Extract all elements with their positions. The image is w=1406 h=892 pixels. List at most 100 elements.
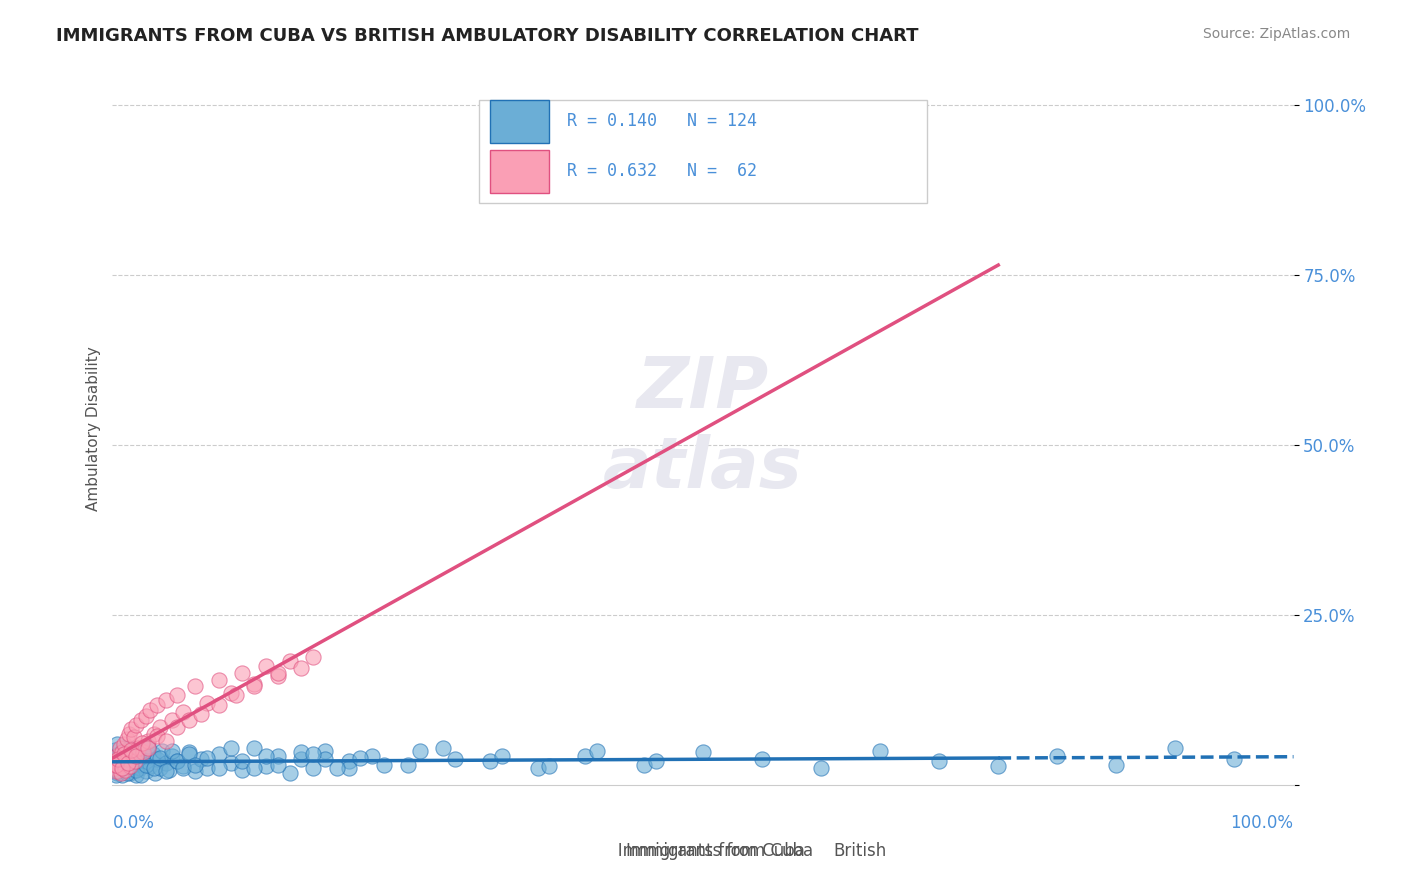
Point	[166, 688, 188, 702]
Point	[155, 756, 177, 771]
Point	[114, 752, 136, 766]
Point	[107, 764, 129, 779]
Point	[195, 751, 218, 765]
Point	[136, 740, 159, 755]
Text: IMMIGRANTS FROM CUBA VS BRITISH AMBULATORY DISABILITY CORRELATION CHART: IMMIGRANTS FROM CUBA VS BRITISH AMBULATO…	[56, 27, 918, 45]
Point	[118, 740, 141, 755]
Point	[127, 740, 149, 755]
Point	[120, 759, 142, 773]
Point	[149, 761, 172, 775]
Point	[146, 698, 169, 712]
Point	[120, 749, 142, 764]
Point	[132, 747, 155, 762]
Point	[166, 754, 188, 768]
Point	[208, 761, 231, 775]
Point	[104, 754, 127, 768]
Text: 100.0%: 100.0%	[1230, 814, 1294, 831]
Point	[479, 754, 502, 768]
Point	[112, 747, 135, 762]
Point	[538, 759, 561, 773]
Point	[190, 752, 212, 766]
Point	[184, 757, 207, 772]
Point	[361, 749, 384, 764]
Point	[751, 752, 773, 766]
Point	[155, 764, 177, 779]
Point	[869, 744, 891, 758]
Point	[115, 765, 138, 780]
Point	[243, 677, 266, 691]
Point	[112, 737, 135, 751]
Point	[267, 665, 290, 680]
Point	[125, 768, 148, 782]
Point	[104, 759, 127, 773]
Point	[692, 745, 714, 759]
Point	[121, 747, 143, 762]
Point	[136, 740, 159, 755]
Point	[107, 752, 129, 766]
Point	[254, 659, 277, 673]
Point	[129, 714, 152, 728]
Point	[179, 714, 201, 728]
Point	[243, 761, 266, 775]
Point	[104, 742, 127, 756]
FancyBboxPatch shape	[491, 150, 550, 193]
Point	[118, 727, 141, 741]
Point	[125, 718, 148, 732]
Point	[111, 761, 134, 775]
Point	[349, 751, 371, 765]
Point	[118, 756, 141, 771]
Point	[112, 749, 135, 764]
Point	[574, 749, 596, 764]
Point	[155, 733, 177, 747]
Text: British: British	[832, 842, 886, 860]
Point	[105, 757, 128, 772]
Point	[107, 759, 129, 773]
Point	[120, 759, 142, 773]
Point	[131, 757, 153, 772]
Point	[157, 763, 180, 777]
Point	[166, 754, 188, 768]
Point	[231, 665, 253, 680]
Point	[254, 749, 277, 764]
Point	[112, 757, 135, 772]
Point	[155, 693, 177, 707]
Y-axis label: Ambulatory Disability: Ambulatory Disability	[86, 346, 101, 510]
Point	[110, 765, 132, 780]
Point	[112, 756, 135, 771]
Point	[142, 761, 165, 775]
Point	[131, 736, 153, 750]
Point	[105, 763, 128, 777]
Point	[172, 759, 194, 773]
Point	[112, 740, 135, 755]
Point	[135, 757, 157, 772]
Point	[278, 765, 301, 780]
Point	[105, 737, 128, 751]
FancyBboxPatch shape	[792, 828, 825, 856]
Point	[195, 761, 218, 775]
Point	[139, 703, 162, 717]
Point	[103, 754, 125, 768]
Point	[810, 761, 832, 775]
Point	[928, 754, 950, 768]
Point	[160, 714, 183, 728]
Point	[172, 705, 194, 719]
Point	[110, 757, 132, 772]
Point	[184, 764, 207, 779]
Point	[125, 763, 148, 777]
Point	[146, 752, 169, 766]
Point	[108, 761, 131, 775]
Point	[302, 747, 325, 762]
Point	[219, 686, 242, 700]
Point	[120, 742, 142, 756]
Point	[135, 764, 157, 779]
Point	[1105, 757, 1128, 772]
Point	[127, 752, 149, 766]
Point	[117, 756, 139, 771]
Point	[444, 752, 467, 766]
Point	[290, 752, 312, 766]
Point	[290, 745, 312, 759]
FancyBboxPatch shape	[585, 828, 619, 856]
Point	[128, 761, 150, 775]
Point	[115, 764, 138, 779]
Point	[166, 720, 188, 734]
